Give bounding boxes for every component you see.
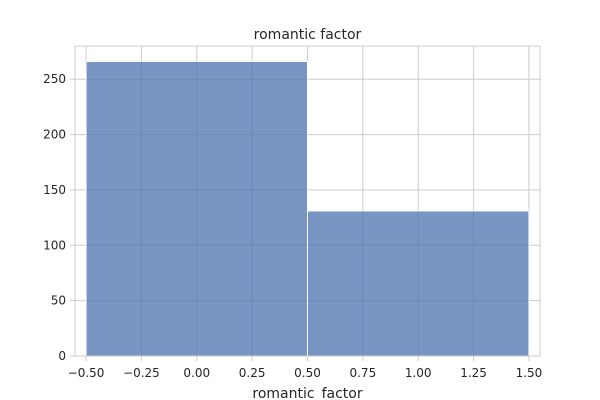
x-tick-label: 1.00 (405, 366, 432, 380)
y-tick-label: 0 (58, 349, 66, 363)
y-tick-label: 100 (43, 238, 66, 252)
x-tick-label: −0.25 (123, 366, 160, 380)
x-tick-label: 0.75 (349, 366, 376, 380)
y-tick-label: 200 (43, 128, 66, 142)
y-tick-label: 250 (43, 72, 66, 86)
histogram-bar (307, 210, 530, 357)
histogram-bar (85, 61, 308, 357)
x-tick-label: 0.00 (183, 366, 210, 380)
y-tick-label: 50 (51, 294, 66, 308)
x-tick-label: 1.25 (460, 366, 487, 380)
x-axis-ticks: −0.50 −0.25 0.00 0.25 0.50 0.75 1.00 1.25 1.50 (68, 356, 543, 380)
chart-title: romantic factor (254, 27, 362, 43)
x-tick-label: 0.50 (294, 366, 321, 380)
x-tick-label: 1.50 (516, 366, 543, 380)
y-axis-ticks: 0 50 100 150 200 250 (43, 72, 75, 363)
x-axis-label: romantic_factor (252, 386, 362, 400)
bars (85, 61, 530, 357)
y-tick-label: 150 (43, 183, 66, 197)
x-tick-label: −0.50 (68, 366, 105, 380)
x-tick-label: 0.25 (239, 366, 266, 380)
